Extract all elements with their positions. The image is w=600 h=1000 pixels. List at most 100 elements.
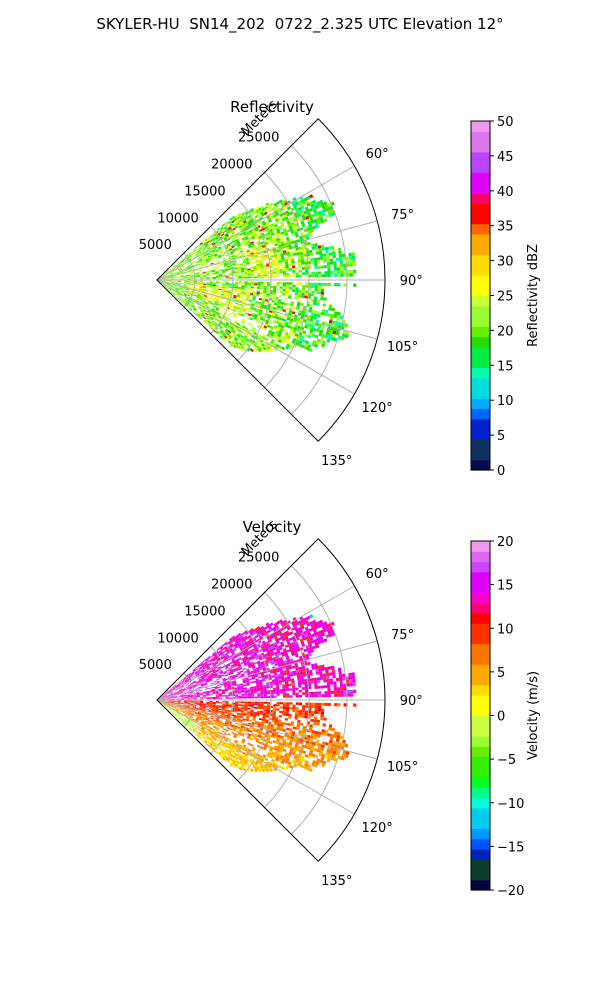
data-cell (297, 299, 301, 303)
data-cell (270, 232, 275, 236)
data-cell (203, 320, 208, 323)
data-cell (266, 624, 271, 628)
colorbar-label: Reflectivity dBZ (526, 244, 541, 347)
data-cell (263, 692, 267, 695)
data-cell (176, 691, 180, 694)
data-cell (224, 289, 228, 292)
data-cell (200, 255, 204, 258)
data-cell (270, 652, 275, 656)
data-cell (211, 241, 215, 245)
data-cell (265, 321, 269, 325)
data-cell (348, 252, 352, 257)
data-cell (225, 701, 229, 703)
data-cell (287, 643, 292, 647)
data-cell (265, 622, 270, 626)
data-cell (263, 224, 268, 228)
data-cell (197, 664, 201, 667)
data-cell (315, 671, 320, 675)
data-cell (273, 269, 277, 272)
data-cell (203, 283, 207, 285)
data-cell (226, 261, 230, 264)
data-cell (242, 658, 246, 662)
data-cell (186, 693, 190, 695)
data-cell (320, 622, 325, 627)
data-cell (222, 257, 226, 260)
data-cell (212, 276, 216, 279)
data-cell (268, 639, 273, 643)
data-cell (211, 689, 216, 692)
data-cell (203, 704, 207, 706)
data-cell (241, 704, 245, 707)
data-cell (179, 288, 183, 290)
data-cell (224, 674, 228, 677)
data-cell (171, 281, 175, 282)
data-cell (213, 253, 218, 256)
data-cell (167, 283, 171, 285)
data-cell (235, 298, 240, 301)
data-cell (201, 256, 205, 259)
data-cell (184, 685, 188, 688)
data-cell (206, 283, 210, 285)
data-cell (212, 704, 216, 707)
data-cell (308, 232, 312, 237)
data-cell (242, 325, 246, 329)
data-cell (215, 676, 219, 679)
data-cell (196, 673, 200, 677)
data-cell (228, 340, 232, 344)
data-cell (308, 627, 313, 632)
data-cell (323, 201, 328, 206)
data-cell (250, 653, 254, 657)
data-cell (211, 292, 215, 295)
data-cell (297, 325, 302, 330)
data-cell (260, 692, 264, 695)
data-cell (285, 345, 290, 350)
data-cell (187, 276, 191, 278)
data-cell (300, 625, 305, 630)
data-cell (251, 209, 255, 214)
data-cell (195, 673, 199, 676)
data-cell (234, 673, 238, 677)
data-cell (229, 249, 233, 252)
data-cell (167, 702, 171, 704)
data-cell (225, 703, 229, 705)
data-cell (185, 268, 189, 270)
data-cell (161, 278, 165, 280)
data-cell (275, 343, 280, 348)
data-cell (246, 249, 250, 253)
data-cell (246, 330, 251, 334)
data-cell (266, 287, 270, 290)
data-cell (195, 305, 199, 308)
azimuth-tick-label: 60° (366, 147, 389, 162)
data-cell (171, 282, 175, 284)
data-cell (289, 671, 294, 675)
data-cell (280, 223, 285, 227)
data-cell (181, 680, 185, 683)
data-cell (230, 326, 235, 330)
data-cell (327, 703, 331, 707)
data-cell (227, 225, 231, 229)
data-cell (182, 301, 186, 304)
data-cell (274, 233, 279, 237)
data-cell (282, 318, 287, 322)
data-cell (260, 253, 265, 256)
data-cell (262, 714, 266, 718)
data-cell (251, 641, 256, 645)
data-cell (257, 336, 262, 340)
data-cell (285, 289, 290, 292)
data-cell (224, 254, 228, 257)
data-cell (241, 275, 245, 278)
data-cell (188, 266, 192, 269)
data-cell (206, 253, 210, 256)
data-cell (292, 707, 296, 710)
data-cell (164, 697, 168, 699)
data-cell (273, 306, 277, 310)
data-cell (166, 286, 169, 288)
data-cell (241, 237, 246, 241)
data-cell (313, 677, 317, 681)
data-cell (272, 206, 276, 211)
data-cell (211, 290, 215, 293)
data-cell (163, 273, 167, 276)
data-cell (295, 702, 299, 705)
data-cell (201, 677, 205, 680)
data-cell (202, 311, 206, 314)
